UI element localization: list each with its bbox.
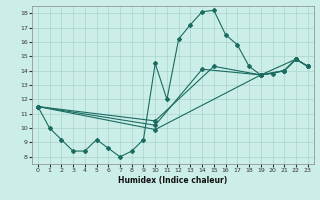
X-axis label: Humidex (Indice chaleur): Humidex (Indice chaleur) [118, 176, 228, 185]
